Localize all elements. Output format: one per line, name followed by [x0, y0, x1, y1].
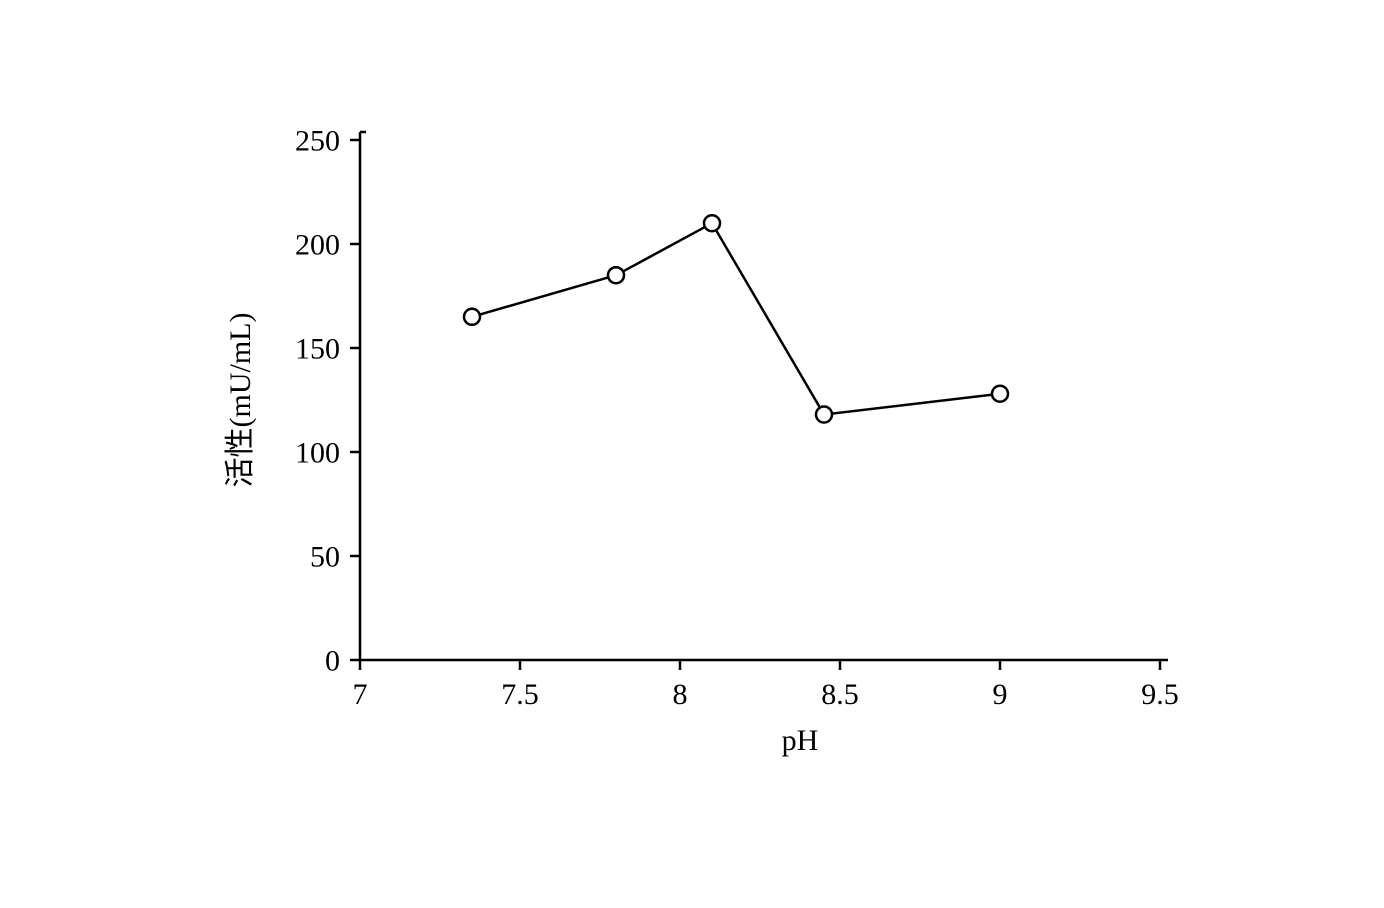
x-tick-label: 8	[673, 678, 688, 711]
data-marker	[816, 407, 832, 423]
chart-svg: 0 50 100 150 200 250 7 7.5 8 8.5 9 9.5 pH 活性(mU/mL)	[200, 100, 1200, 800]
y-tick-label: 250	[295, 125, 340, 158]
data-marker	[464, 309, 480, 325]
data-line	[472, 223, 1000, 414]
x-axis-label: pH	[782, 724, 819, 757]
y-axis-label: 活性(mU/mL)	[224, 313, 257, 488]
y-tick-label: 200	[295, 229, 340, 262]
data-marker	[704, 215, 720, 231]
y-tick-label: 150	[295, 333, 340, 366]
y-tick-label: 0	[325, 645, 340, 678]
x-tick-label: 8.5	[821, 678, 859, 711]
y-tick-label: 50	[310, 541, 340, 574]
x-tick-label: 9.5	[1141, 678, 1179, 711]
activity-vs-ph-chart: 0 50 100 150 200 250 7 7.5 8 8.5 9 9.5 pH 活性(mU/mL)	[200, 100, 1200, 800]
data-marker	[992, 386, 1008, 402]
y-tick-label: 100	[295, 437, 340, 470]
x-tick-label: 7	[353, 678, 368, 711]
data-marker	[608, 267, 624, 283]
x-tick-label: 9	[993, 678, 1008, 711]
x-tick-label: 7.5	[501, 678, 539, 711]
